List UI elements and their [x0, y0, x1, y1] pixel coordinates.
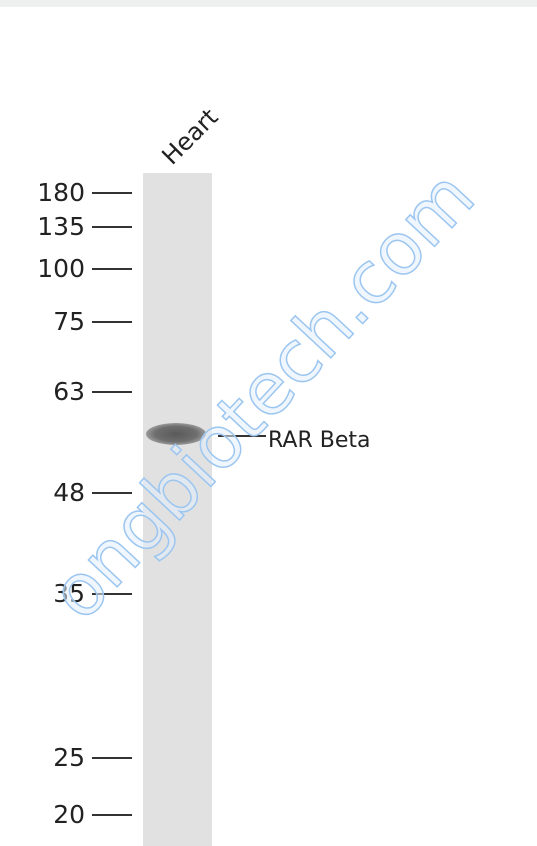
- marker-label: 48: [53, 478, 85, 507]
- marker-label: 20: [53, 800, 85, 829]
- marker-label: 25: [53, 743, 85, 772]
- top-strip: [0, 0, 537, 7]
- lane: [143, 173, 212, 846]
- marker-label: 180: [37, 178, 85, 207]
- marker-ladder: 180 135 100 75 63 48 35 25 20: [37, 178, 132, 829]
- band-label: RAR Beta: [268, 428, 370, 453]
- band: [146, 423, 206, 445]
- marker-label: 75: [53, 307, 85, 336]
- marker-label: 35: [53, 579, 85, 608]
- marker-label: 135: [37, 212, 85, 241]
- marker-label: 100: [37, 254, 85, 283]
- marker-label: 63: [53, 377, 85, 406]
